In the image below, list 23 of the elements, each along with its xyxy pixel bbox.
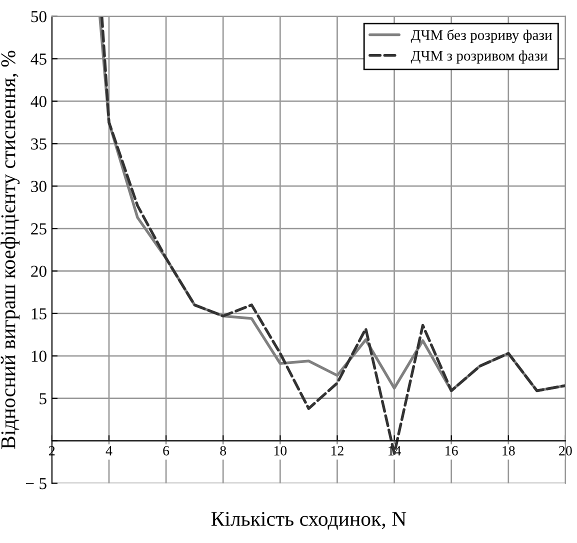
- x-axis-title: Кількість сходинок, N: [211, 512, 406, 530]
- x-tick-label: 20: [559, 446, 572, 456]
- y-tick-label: 5: [40, 393, 46, 404]
- x-tick-label: 18: [502, 446, 515, 456]
- legend-label: ДЧМ з розривом фази: [410, 50, 548, 64]
- x-tick-label: 4: [106, 446, 112, 456]
- x-tick-label: 6: [163, 446, 170, 456]
- y-tick-label: 45: [30, 54, 46, 65]
- y-tick-label: 50: [31, 10, 46, 22]
- x-tick-label: 16: [446, 446, 458, 456]
- x-tick-label: 12: [332, 446, 344, 456]
- y-tick-label: 10: [32, 350, 46, 362]
- x-tick-label: 8: [220, 446, 226, 456]
- y-tick-label: 20: [31, 266, 46, 277]
- y-tick-label: 30: [31, 180, 46, 192]
- y-axis-title: Відносний виграш коефіцієнту стиснення, %: [0, 50, 20, 449]
- y-tick-label: 25: [31, 223, 46, 234]
- y-tick-label: 15: [32, 308, 46, 320]
- x-tick-label: 10: [274, 446, 287, 456]
- y-tick-label: − 5: [26, 478, 46, 490]
- y-tick-label: 35: [31, 138, 46, 150]
- y-tick-label: 40: [30, 96, 46, 108]
- legend-label: ДЧМ без розриву фази: [410, 29, 552, 43]
